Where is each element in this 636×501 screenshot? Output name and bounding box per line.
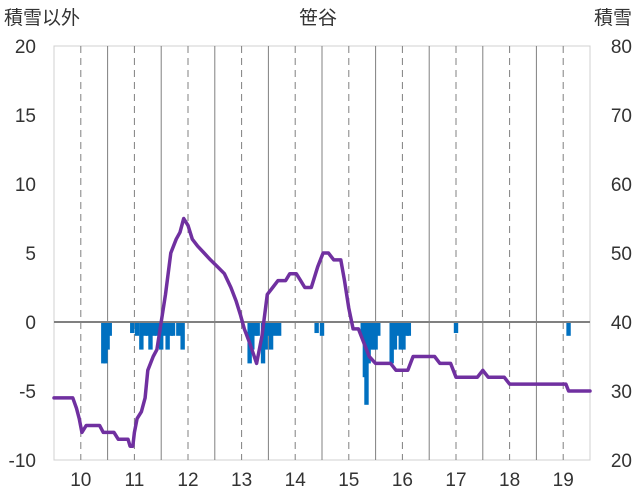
bar (107, 322, 112, 336)
bar (145, 322, 150, 336)
right-axis-label: 積雪 (594, 7, 632, 29)
right-tick-label: 50 (611, 244, 632, 265)
x-tick-label: 11 (125, 470, 145, 491)
bar (263, 322, 268, 350)
bar (319, 322, 325, 336)
bar (392, 322, 398, 350)
bar (566, 322, 571, 336)
bar (314, 322, 319, 334)
right-tick-label: 20 (611, 451, 632, 472)
left-tick-label: 20 (15, 37, 36, 58)
bar (366, 322, 371, 364)
bar (453, 322, 459, 334)
right-tick-label: 70 (611, 106, 632, 127)
left-tick-label: 0 (25, 313, 36, 334)
bar (151, 322, 156, 336)
bar (401, 322, 406, 350)
grid (80, 46, 564, 460)
x-tick-label: 17 (445, 470, 466, 491)
bar (272, 322, 278, 336)
bar (395, 322, 401, 336)
bar (268, 322, 274, 350)
bar (255, 322, 260, 336)
x-tick-label: 15 (338, 470, 359, 491)
left-tick-label: 15 (15, 106, 36, 127)
left-tick-label: -5 (19, 382, 36, 403)
bar (389, 322, 394, 364)
x-tick-label: 16 (392, 470, 413, 491)
bar (398, 322, 403, 350)
bar (406, 322, 412, 336)
bar (176, 322, 181, 336)
bar (134, 322, 140, 336)
right-tick-label: 40 (611, 313, 632, 334)
right-tick-label: 60 (611, 175, 632, 196)
bar (376, 322, 381, 336)
x-tick-label: 14 (285, 470, 307, 491)
chart-title: 笹谷 (299, 7, 337, 29)
bar (266, 322, 271, 336)
bar (180, 322, 185, 350)
right-tick-label: 30 (611, 382, 632, 403)
snow-depth-line (52, 216, 592, 448)
bar (170, 322, 176, 336)
bar (139, 322, 144, 350)
bar (142, 322, 148, 336)
bar (154, 322, 160, 336)
x-tick-label: 10 (70, 470, 91, 491)
bar (148, 322, 153, 350)
bar (165, 322, 170, 350)
x-tick-label: 18 (499, 470, 520, 491)
x-tick-label: 19 (553, 470, 574, 491)
x-tick-label: 12 (177, 470, 198, 491)
bar (159, 322, 164, 350)
left-tick-label: 10 (15, 175, 36, 196)
left-tick-label: 5 (25, 244, 36, 265)
bar (250, 322, 255, 350)
left-axis-label: 積雪以外 (4, 7, 80, 29)
bar (276, 322, 282, 336)
bar (130, 322, 135, 334)
right-tick-label: 80 (611, 37, 632, 58)
bar (373, 322, 378, 350)
x-tick-label: 13 (231, 470, 252, 491)
left-tick-label: -10 (9, 451, 36, 472)
bar (260, 322, 266, 364)
bar (161, 322, 167, 336)
